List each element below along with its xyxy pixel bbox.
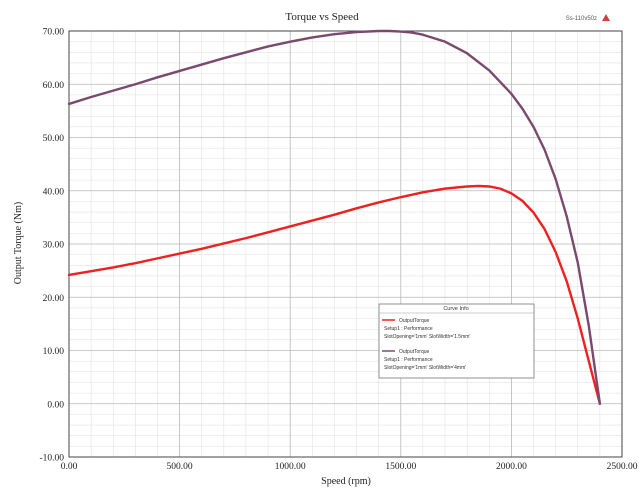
y-tick-label: 60.00 <box>43 81 65 91</box>
y-tick-label: 50.00 <box>43 134 65 144</box>
x-axis-label: Speed (rpm) <box>321 476 371 487</box>
x-tick-label: 2000.00 <box>496 462 527 472</box>
y-axis-label: Output Torque (Nm) <box>13 202 24 284</box>
series-layer <box>67 29 602 405</box>
x-tick-label: 1500.00 <box>385 462 416 472</box>
y-tick-label: 30.00 <box>43 241 65 251</box>
series-line-1 <box>67 184 602 405</box>
series-line-2 <box>67 29 602 405</box>
y-axis-ticks: -10.00 0.00 10.00 20.00 30.00 40.00 50.00 60.00… <box>39 28 64 464</box>
y-tick-label: 10.00 <box>43 347 65 357</box>
legend-entry-2-params: SlotOpening='1mm' SlotWidth='4mm' <box>384 365 466 371</box>
x-tick-label: 2500.00 <box>607 462 638 472</box>
y-tick-label: -10.00 <box>39 454 64 464</box>
y-tick-label: 70.00 <box>43 28 65 38</box>
y-tick-label: 0.00 <box>47 400 64 410</box>
legend: Curve Info OutputTorque Setup1 : Perform… <box>378 303 535 379</box>
legend-entry-2-setup: Setup1 : Performance <box>384 357 433 363</box>
legend-entry-1-params: SlotOpening='1mm' SlotWidth='1.5mm' <box>384 334 470 340</box>
y-tick-label: 20.00 <box>43 294 65 304</box>
warning-triangle-icon <box>602 14 610 21</box>
chart-title: Torque vs Speed <box>285 11 359 23</box>
x-tick-label: 500.00 <box>167 462 193 472</box>
legend-box <box>378 303 535 379</box>
x-tick-label: 0.00 <box>61 462 78 472</box>
legend-entry-1-label: OutputTorque <box>399 318 430 324</box>
y-tick-label: 40.00 <box>43 187 65 197</box>
legend-title: Curve Info <box>443 306 468 312</box>
corner-label: Ss-110v50z <box>566 16 597 22</box>
x-axis-ticks: 0.00 500.00 1000.00 1500.00 2000.00 2500.00 <box>61 462 638 472</box>
x-tick-label: 1000.00 <box>275 462 306 472</box>
plot-frame <box>68 30 623 458</box>
legend-entry-2-label: OutputTorque <box>399 349 430 355</box>
legend-entry-1-setup: Setup1 : Performance <box>384 326 433 332</box>
